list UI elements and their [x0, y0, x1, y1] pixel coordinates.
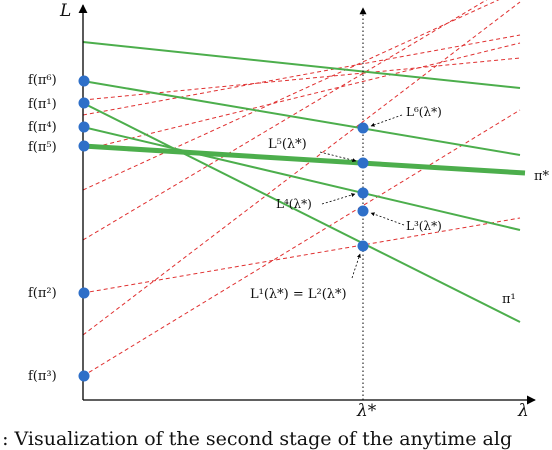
label-f-pi6: f(π⁶) — [28, 73, 57, 88]
point-L6 — [357, 122, 369, 134]
point-labels: L⁶(λ*) L⁵(λ*) L⁴(λ*) L³(λ*) L¹(λ*) = L²(… — [250, 105, 442, 302]
red-line-2 — [83, 217, 521, 294]
point-f-pi6 — [78, 75, 90, 87]
lambda-star-label: λ* — [356, 401, 377, 421]
point-L4 — [357, 187, 369, 199]
arrow-L4 — [321, 193, 356, 205]
label-f-pi3: f(π³) — [28, 369, 57, 384]
label-pi-star: π* — [534, 169, 550, 184]
label-f-pi5: f(π⁵) — [28, 140, 57, 155]
red-dashed-lines — [83, 0, 521, 377]
y-axis-label: L — [59, 1, 71, 21]
point-f-pi2 — [78, 287, 90, 299]
label-L3: L³(λ*) — [406, 219, 442, 233]
label-f-pi1: f(π¹) — [28, 97, 57, 112]
arrow-L6 — [370, 114, 403, 127]
label-f-pi4: f(π⁴) — [28, 120, 57, 135]
axis-points — [78, 75, 90, 382]
label-pi1: π¹ — [502, 292, 516, 307]
red-line-5 — [83, 0, 500, 191]
green-line-pi-star — [82, 143, 526, 176]
point-L3 — [357, 205, 369, 217]
x-axis-label: λ — [517, 401, 529, 421]
green-line-top — [82, 41, 521, 89]
point-f-pi4 — [78, 121, 90, 133]
point-f-pi3 — [78, 370, 90, 382]
green-lines — [82, 41, 526, 323]
caption: 1: Visualization of the second stage of … — [0, 428, 512, 450]
label-f-pi2: f(π²) — [28, 286, 57, 301]
label-L5: L⁵(λ*) — [268, 137, 307, 152]
label-L4: L⁴(λ*) — [276, 197, 312, 211]
red-line-7 — [83, 34, 521, 116]
point-f-pi1 — [78, 97, 90, 109]
left-labels: f(π⁶) f(π¹) f(π⁴) f(π⁵) f(π²) f(π³) — [28, 73, 57, 384]
red-line-6 — [83, 42, 521, 151]
red-line-1 — [83, 109, 521, 377]
green-line-pi6 — [82, 80, 521, 156]
arrow-L3 — [370, 212, 405, 226]
label-L12: L¹(λ*) = L²(λ*) — [250, 287, 347, 302]
lambda-star-points — [357, 122, 369, 252]
point-L12 — [357, 240, 369, 252]
point-f-pi5 — [78, 140, 90, 152]
label-L6: L⁶(λ*) — [406, 105, 442, 119]
point-L5 — [357, 157, 369, 169]
annotation-arrows — [319, 114, 405, 279]
green-line-pi1 — [82, 102, 521, 323]
red-line-3 — [83, 1, 521, 336]
axes — [78, 4, 536, 405]
green-line-pi4 — [82, 126, 521, 231]
arrow-L12 — [351, 253, 361, 279]
